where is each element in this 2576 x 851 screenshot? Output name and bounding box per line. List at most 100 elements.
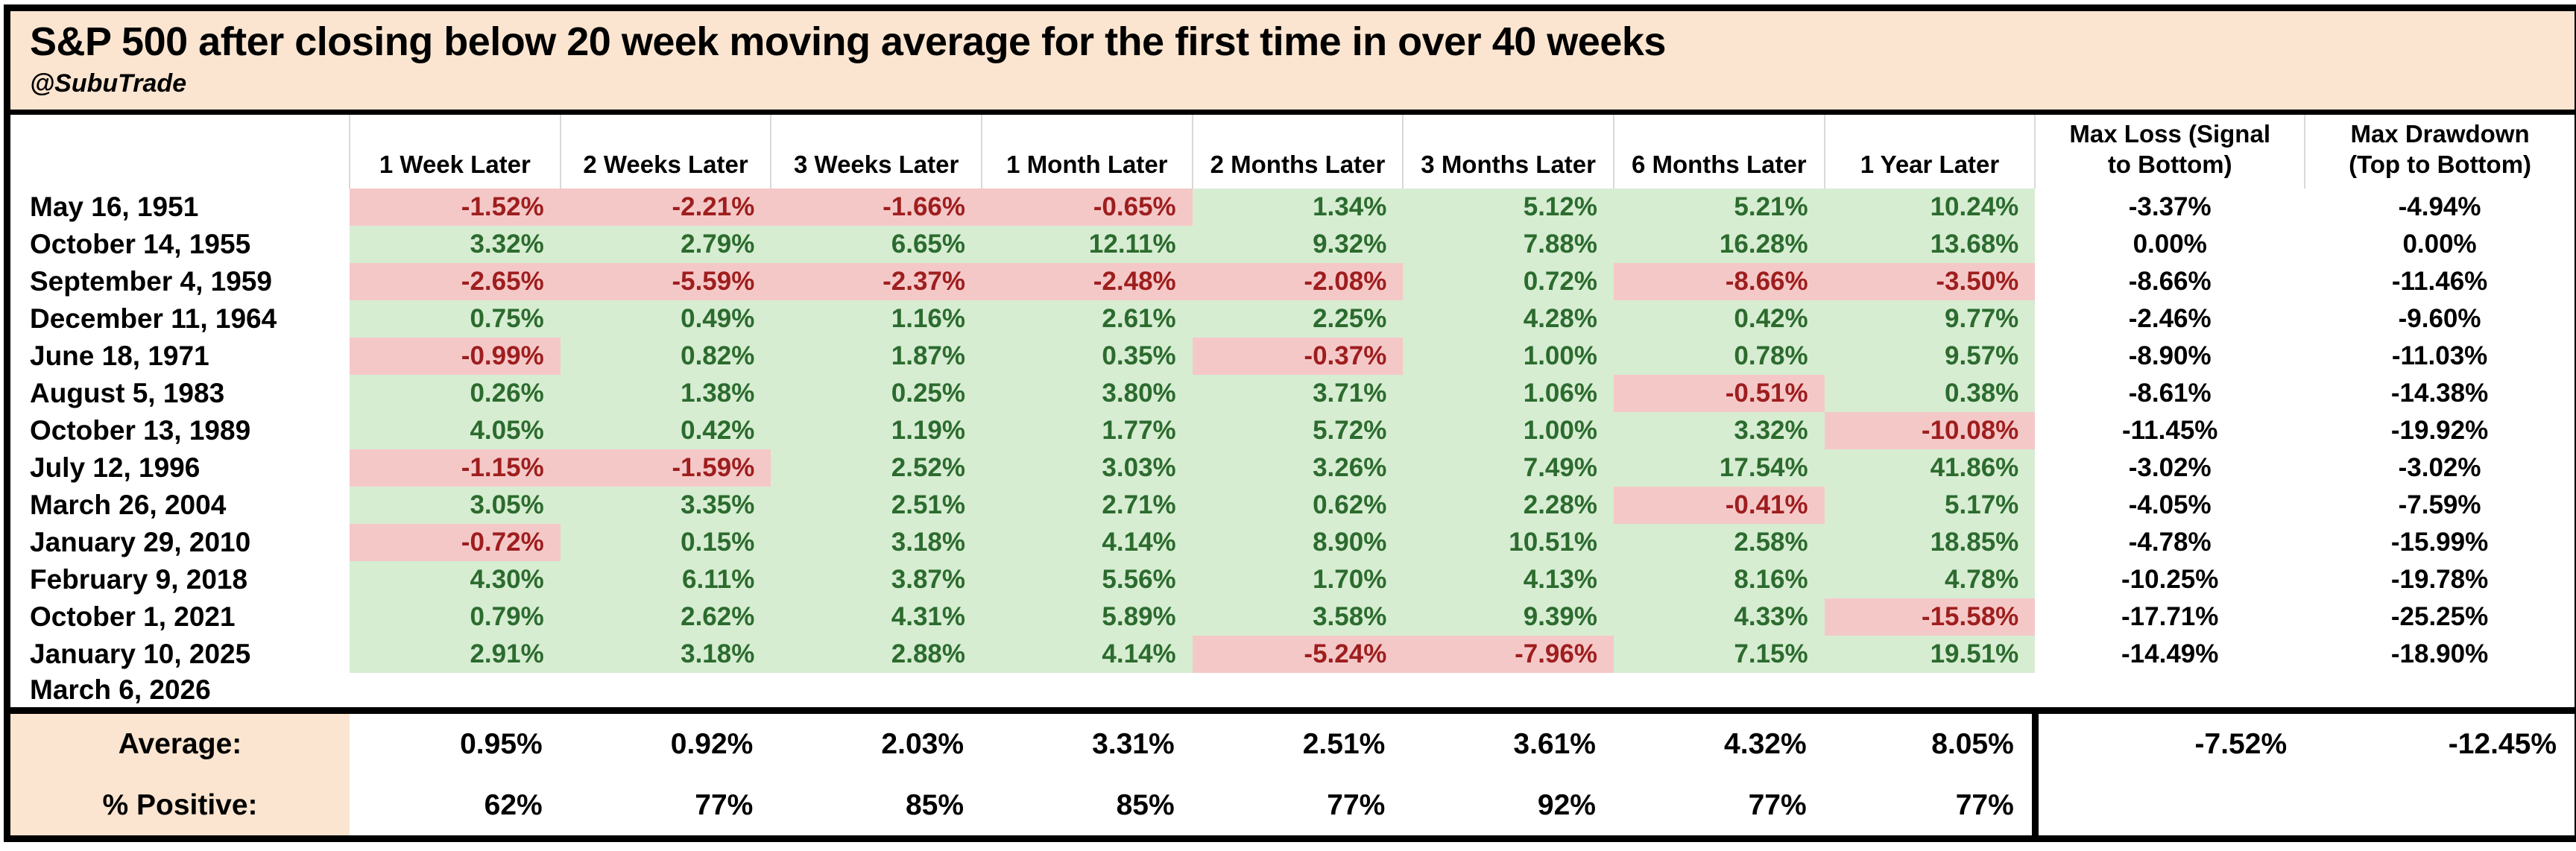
max-drawdown-cell: -9.60% (2305, 300, 2575, 338)
return-cell: 4.30% (350, 561, 561, 598)
return-cell: 0.82% (560, 338, 771, 375)
percent-positive-value-cell: 85% (982, 776, 1193, 835)
average-value-cell: 0.95% (350, 706, 561, 776)
return-cell: -15.58% (1824, 598, 2036, 636)
table-row-january-10-2025: January 10, 2025 2.91% 3.18% 2.88% 4.14% -5.2… (10, 636, 2575, 673)
return-cell: -1.15% (350, 449, 561, 487)
signal-date-label: October 1, 2021 (10, 598, 350, 636)
signal-date-label: March 6, 2026 (10, 673, 350, 710)
return-cell: 0.25% (771, 375, 982, 412)
percent-positive-value-cell: 77% (560, 776, 771, 835)
return-cell: 3.26% (1192, 449, 1404, 487)
return-cell: 4.13% (1403, 561, 1614, 598)
return-cell (982, 673, 1193, 710)
return-cell: 2.52% (771, 449, 982, 487)
average-value-cell: 2.03% (771, 706, 982, 776)
return-cell: 6.65% (771, 226, 982, 263)
return-cell (1192, 673, 1404, 710)
signal-date-label: February 9, 2018 (10, 561, 350, 598)
return-cell: 4.33% (1613, 598, 1825, 636)
column-header-1-month-later: 1 Month Later (981, 115, 1193, 189)
return-cell: -0.41% (1613, 487, 1825, 524)
return-cell (560, 673, 771, 710)
return-cell: 16.28% (1613, 226, 1825, 263)
percent-positive-max-drawdown-cell (2305, 776, 2575, 835)
table-row-january-29-2010: January 29, 2010 -0.72% 0.15% 3.18% 4.14% 8.9… (10, 524, 2575, 561)
return-cell: -0.37% (1192, 338, 1404, 375)
average-value-cell: 8.05% (1824, 706, 2036, 776)
max-drawdown-cell: -19.92% (2305, 412, 2575, 449)
max-drawdown-cell: -25.25% (2305, 598, 2575, 636)
percent-positive-max-loss-cell (2031, 776, 2305, 835)
return-cell: 4.28% (1403, 300, 1614, 338)
max-loss-cell: -14.49% (2035, 636, 2305, 673)
average-value-cell: 4.32% (1613, 706, 1825, 776)
max-drawdown-cell: -7.59% (2305, 487, 2575, 524)
return-cell: 3.32% (350, 226, 561, 263)
return-cell: 3.32% (1613, 412, 1825, 449)
return-cell: 3.18% (771, 524, 982, 561)
table-row-july-12-1996: July 12, 1996 -1.15% -1.59% 2.52% 3.03% 3.26%… (10, 449, 2575, 487)
return-cell: 9.77% (1824, 300, 2036, 338)
return-cell: 0.42% (560, 412, 771, 449)
return-cell: 0.49% (560, 300, 771, 338)
max-drawdown-cell: 0.00% (2305, 226, 2575, 263)
column-header-max-loss-signal: Max Loss (Signal to Bottom) (2034, 115, 2305, 189)
signal-date-label: December 11, 1964 (10, 300, 350, 338)
return-cell: 1.70% (1192, 561, 1404, 598)
return-cell: 1.77% (982, 412, 1193, 449)
table-row-october-14-1955: October 14, 1955 3.32% 2.79% 6.65% 12.11% 9.3… (10, 226, 2575, 263)
return-cell: -0.72% (350, 524, 561, 561)
percent-positive-value-cell: 77% (1824, 776, 2036, 835)
percent-positive-value-cell: 77% (1192, 776, 1404, 835)
percent-positive-value-cell: 77% (1613, 776, 1825, 835)
return-cell: 5.72% (1192, 412, 1404, 449)
page-title: S&P 500 after closing below 20 week movi… (30, 19, 1666, 64)
max-loss-cell: -8.90% (2035, 338, 2305, 375)
return-cell: 3.35% (560, 487, 771, 524)
return-cell: 3.58% (1192, 598, 1404, 636)
table-row-october-1-2021: October 1, 2021 0.79% 2.62% 4.31% 5.89% 3.58%… (10, 598, 2575, 636)
return-cell: 5.12% (1403, 189, 1614, 226)
max-drawdown-cell: -19.78% (2305, 561, 2575, 598)
max-loss-cell: -4.78% (2035, 524, 2305, 561)
table-row-march-6-2026: March 6, 2026 (10, 673, 2575, 710)
table-container: S&P 500 after closing below 20 week movi… (4, 4, 2576, 842)
table-row-august-5-1983: August 5, 1983 0.26% 1.38% 0.25% 3.80% 3.71% 1… (10, 375, 2575, 412)
return-cell: 3.80% (982, 375, 1193, 412)
return-cell (1824, 673, 2036, 710)
average-value-cell: 0.92% (560, 706, 771, 776)
return-cell: 2.25% (1192, 300, 1404, 338)
return-cell: 0.72% (1403, 263, 1614, 300)
return-cell: -3.50% (1824, 263, 2036, 300)
max-loss-cell: 0.00% (2035, 226, 2305, 263)
return-cell: 19.51% (1824, 636, 2036, 673)
return-cell: 10.24% (1824, 189, 2036, 226)
average-value-cell: 2.51% (1192, 706, 1404, 776)
return-cell: 0.35% (982, 338, 1193, 375)
max-drawdown-cell: -11.46% (2305, 263, 2575, 300)
max-loss-cell: -3.37% (2035, 189, 2305, 226)
return-cell: 7.88% (1403, 226, 1614, 263)
return-cell: -0.65% (982, 189, 1193, 226)
return-cell: 5.89% (982, 598, 1193, 636)
return-cell: 3.03% (982, 449, 1193, 487)
return-cell: 0.75% (350, 300, 561, 338)
return-cell (771, 673, 982, 710)
table-row-october-13-1989: October 13, 1989 4.05% 0.42% 1.19% 1.77% 5.72… (10, 412, 2575, 449)
signal-date-label: May 16, 1951 (10, 189, 350, 226)
column-header-2-weeks-later: 2 Weeks Later (559, 115, 771, 189)
returns-table: 1 Week Later 2 Weeks Later 3 Weeks Later 1 … (10, 115, 2575, 835)
average-max-drawdown-cell: -12.45% (2305, 706, 2575, 776)
corner-header-cell (10, 115, 350, 189)
return-cell: 2.62% (560, 598, 771, 636)
column-header-3-weeks-later: 3 Weeks Later (770, 115, 982, 189)
percent-positive-value-cell: 92% (1403, 776, 1614, 835)
percent-positive-label: % Positive: (10, 776, 350, 835)
return-cell: -2.37% (771, 263, 982, 300)
return-cell: 2.91% (350, 636, 561, 673)
signal-date-label: October 14, 1955 (10, 226, 350, 263)
return-cell: -2.21% (560, 189, 771, 226)
return-cell: -2.65% (350, 263, 561, 300)
return-cell: 12.11% (982, 226, 1193, 263)
